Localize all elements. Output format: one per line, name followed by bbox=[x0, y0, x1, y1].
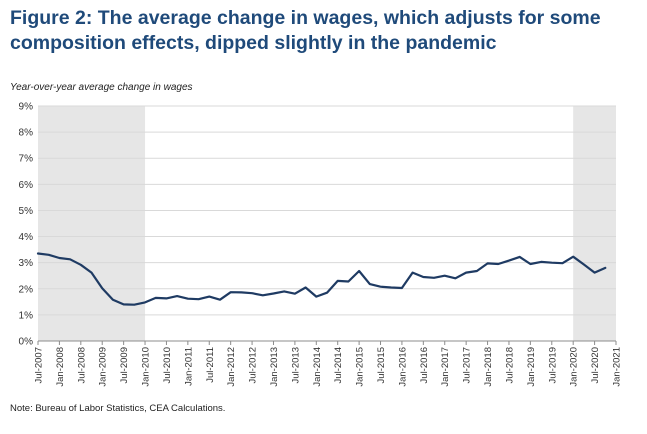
x-tick-label: Jan-2011 bbox=[183, 347, 194, 386]
x-tick-label: Jan-2014 bbox=[312, 347, 323, 387]
x-tick-label: Jan-2017 bbox=[440, 347, 451, 387]
x-tick-label: Jul-2014 bbox=[333, 347, 344, 383]
x-tick-label: Jan-2009 bbox=[98, 347, 109, 387]
chart-title: Figure 2: The average change in wages, w… bbox=[10, 7, 601, 54]
source-note: Note: Bureau of Labor Statistics, CEA Ca… bbox=[10, 403, 226, 414]
x-tick-label: Jan-2012 bbox=[226, 347, 237, 387]
y-tick-label: 8% bbox=[19, 128, 34, 139]
wage-change-series-line bbox=[36, 252, 607, 306]
x-tick-label: Jul-2015 bbox=[376, 347, 387, 383]
y-tick-label: 9% bbox=[19, 102, 34, 113]
x-tick-label: Jul-2016 bbox=[419, 347, 430, 383]
y-tick-label: 6% bbox=[19, 180, 34, 191]
x-tick-label: Jul-2017 bbox=[462, 347, 473, 383]
x-tick-label: Jan-2013 bbox=[269, 347, 280, 387]
y-tick-label: 1% bbox=[19, 310, 34, 321]
y-tick-label: 7% bbox=[19, 154, 34, 165]
x-tick-label: Jul-2020 bbox=[590, 347, 601, 383]
y-tick-label: 5% bbox=[19, 206, 34, 217]
x-tick-label: Jan-2008 bbox=[55, 347, 66, 387]
x-tick-label: Jul-2018 bbox=[504, 347, 515, 383]
recession-shading bbox=[38, 106, 146, 341]
y-tick-labels: 0% 1% 2% 3% 4% 5% 6% 7% 8% 9% bbox=[19, 102, 34, 348]
y-tick-label: 2% bbox=[19, 284, 34, 295]
recession-shading bbox=[573, 106, 616, 341]
x-tick-label: Jan-2018 bbox=[483, 347, 494, 387]
y-tick-label: 3% bbox=[19, 258, 34, 269]
x-tick-label: Jul-2012 bbox=[248, 347, 259, 383]
y-axis-label: Year-over-year average change in wages bbox=[10, 82, 193, 93]
series-layer bbox=[36, 252, 607, 306]
x-tick-label: Jan-2019 bbox=[526, 347, 537, 387]
x-tick-label: Jul-2008 bbox=[76, 347, 87, 383]
x-tick-label: Jul-2019 bbox=[547, 347, 558, 383]
x-tick-label: Jul-2010 bbox=[162, 347, 173, 383]
x-tick-label: Jan-2015 bbox=[355, 347, 366, 387]
grid-layer bbox=[38, 105, 616, 342]
x-tick-label: Jan-2016 bbox=[397, 347, 408, 387]
shading-layer bbox=[38, 106, 616, 341]
x-tick-label: Jan-2021 bbox=[612, 347, 623, 387]
x-tick-label: Jul-2011 bbox=[205, 347, 216, 383]
x-tick-label: Jan-2010 bbox=[141, 347, 152, 387]
y-tick-label: 0% bbox=[19, 337, 34, 348]
x-tick-labels: Jul-2007 Jan-2008 Jul-2008 Jan-2009 Jul-2009… bbox=[34, 341, 623, 387]
x-tick-label: Jul-2009 bbox=[119, 347, 130, 383]
x-tick-label: Jan-2020 bbox=[569, 347, 580, 387]
x-tick-label: Jul-2013 bbox=[290, 347, 301, 383]
y-tick-label: 4% bbox=[19, 232, 34, 243]
x-tick-label: Jul-2007 bbox=[34, 347, 45, 383]
